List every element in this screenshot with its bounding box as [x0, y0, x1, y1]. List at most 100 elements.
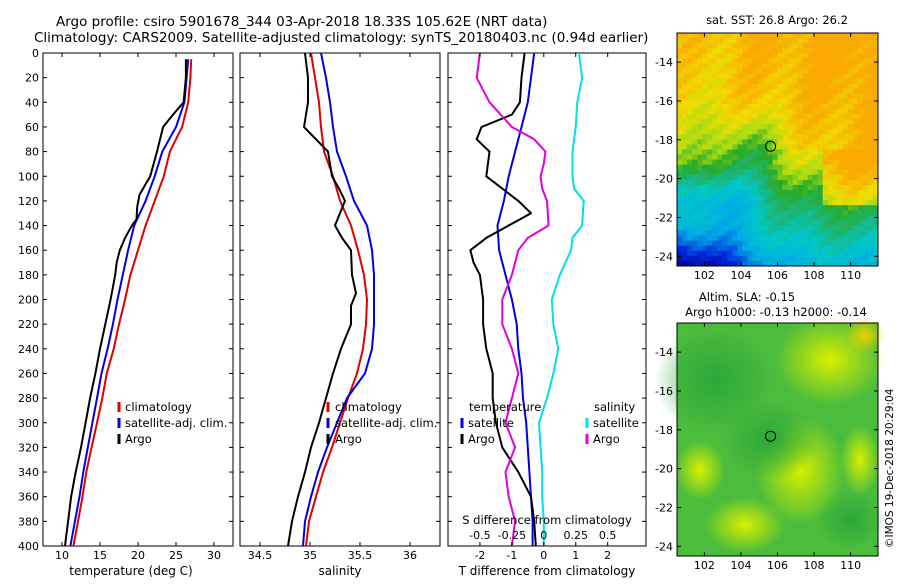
sst-heat-cell	[827, 149, 834, 155]
sst-heat-cell	[802, 200, 809, 206]
sst-heat-cell	[837, 190, 844, 196]
sst-heat-cell	[817, 68, 824, 74]
sst-heat-cell	[862, 83, 869, 90]
sst-heat-cell	[872, 58, 879, 64]
sst-heat-cell	[787, 73, 793, 79]
sst-heat-cell	[867, 225, 874, 231]
sla-blob	[720, 400, 820, 480]
sst-heat-cell	[797, 149, 804, 155]
sst-heat-cell	[787, 43, 793, 49]
sst-heat-cell	[842, 63, 849, 69]
sst-heat-cell	[767, 33, 773, 39]
sst-heat-cell	[767, 195, 773, 201]
sst-heat-cell	[827, 215, 834, 221]
sst-heat-cell	[787, 98, 793, 105]
sla-blob	[845, 317, 885, 353]
sst-heat-cell	[827, 210, 834, 216]
x-tick-label: 35	[303, 549, 317, 562]
sst-heat-cell	[772, 38, 778, 44]
sst-heat-cell	[822, 230, 829, 237]
sst-heat-cell	[757, 174, 763, 181]
sst-heat-cell	[867, 200, 874, 206]
sst-heat-cell	[872, 205, 879, 211]
sst-heat-cell	[717, 68, 723, 74]
sst-heat-cell	[727, 245, 733, 252]
series-line-satellite-adj-clim-	[69, 59, 190, 546]
sst-heat-cell	[737, 98, 743, 105]
sst-heat-cell	[827, 240, 834, 247]
sst-heat-cell	[812, 129, 819, 135]
sst-heat-cell	[707, 240, 713, 247]
sst-heat-cell	[767, 159, 773, 166]
sst-heat-cell	[682, 230, 688, 237]
legend-title-temperature: temperature	[469, 400, 541, 414]
sst-heat-cell	[692, 33, 698, 39]
sst-heat-cell	[837, 159, 844, 166]
sst-heat-cell	[787, 220, 793, 226]
map-x-tick-label: 110	[840, 269, 861, 282]
sst-heat-cell	[837, 220, 844, 226]
sst-heat-cell	[717, 93, 723, 100]
sst-heat-cell	[732, 129, 738, 135]
sst-heat-cell	[707, 63, 713, 69]
sst-heat-cell	[782, 250, 788, 257]
sst-heat-cell	[697, 250, 703, 257]
sst-heat-cell	[722, 38, 728, 44]
sst-heat-cell	[832, 195, 839, 201]
sst-heat-cell	[727, 260, 733, 267]
sst-heat-cell	[842, 33, 849, 39]
sst-heat-cell	[772, 119, 778, 125]
sst-heat-cell	[777, 164, 783, 171]
sst-heat-cell	[797, 240, 804, 247]
sst-heat-cell	[862, 210, 869, 216]
sst-heat-cell	[732, 43, 738, 49]
sst-heat-cell	[817, 154, 824, 161]
sst-heat-cell	[707, 210, 713, 216]
sst-heat-cell	[802, 215, 809, 221]
sst-heat-cell	[722, 235, 728, 242]
sst-heat-cell	[847, 184, 854, 191]
sst-heat-cell	[802, 48, 809, 54]
x2-tick-label: -0.25	[498, 529, 526, 542]
sst-heat-cell	[802, 205, 809, 211]
sst-heat-cell	[872, 195, 879, 201]
sst-heat-cell	[747, 38, 753, 44]
sst-heat-cell	[827, 73, 834, 79]
sst-heat-cell	[782, 195, 788, 201]
sst-heat-cell	[767, 38, 773, 44]
sst-heat-cell	[847, 240, 854, 247]
sst-heat-cell	[762, 88, 768, 95]
sst-heat-cell	[872, 134, 879, 140]
sst-heat-cell	[737, 88, 743, 95]
sst-heat-cell	[822, 139, 829, 145]
sst-heat-cell	[862, 78, 869, 85]
sst-heat-cell	[737, 119, 743, 125]
sst-heat-cell	[782, 164, 788, 171]
sst-heat-cell	[752, 33, 758, 39]
sst-heat-cell	[712, 78, 718, 85]
sst-heat-cell	[717, 184, 723, 191]
sst-heat-cell	[722, 184, 728, 191]
sst-heat-cell	[717, 250, 723, 257]
sst-heat-cell	[697, 195, 703, 201]
sst-heat-cell	[792, 129, 799, 135]
sst-heat-cell	[727, 255, 733, 262]
sst-heat-cell	[692, 235, 698, 242]
sst-heat-cell	[742, 129, 748, 135]
legend-label-climatology: climatology	[335, 400, 402, 414]
sst-heat-cell	[677, 43, 683, 49]
sst-heat-cell	[812, 83, 819, 90]
sst-heat-cell	[857, 43, 864, 49]
sst-heat-cell	[847, 58, 854, 64]
sst-heat-cell	[762, 124, 768, 130]
sst-heat-cell	[757, 43, 763, 49]
sst-heat-cell	[687, 184, 693, 191]
sst-heat-cell	[802, 255, 809, 262]
sst-heat-cell	[747, 245, 753, 252]
sst-heat-cell	[742, 195, 748, 201]
sst-heat-cell	[742, 108, 748, 115]
sst-heat-cell	[682, 255, 688, 262]
sst-heat-cell	[722, 103, 728, 110]
sst-heat-cell	[732, 108, 738, 115]
depth-tick-label: 100	[18, 170, 39, 183]
